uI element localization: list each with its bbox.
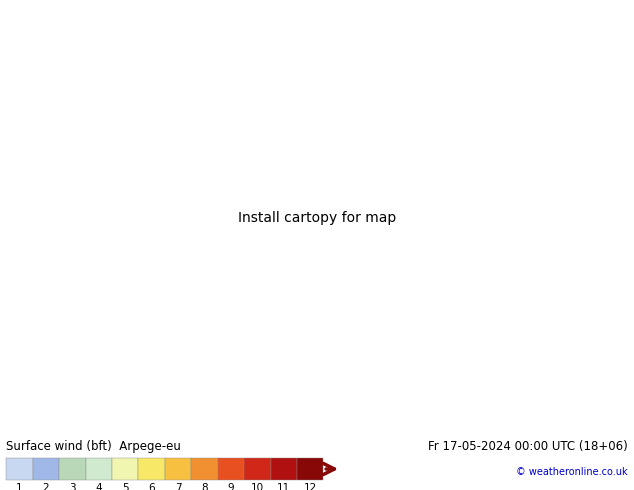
Bar bbox=[165, 458, 191, 480]
Text: Surface wind (bft)  Arpege-eu: Surface wind (bft) Arpege-eu bbox=[6, 441, 181, 453]
Text: 10: 10 bbox=[250, 483, 264, 490]
Bar bbox=[271, 458, 297, 480]
Text: 7: 7 bbox=[175, 483, 181, 490]
Bar bbox=[6, 458, 33, 480]
Bar bbox=[59, 458, 86, 480]
Text: 8: 8 bbox=[201, 483, 208, 490]
Bar bbox=[112, 458, 138, 480]
Bar bbox=[191, 458, 217, 480]
Text: 9: 9 bbox=[228, 483, 234, 490]
Bar bbox=[86, 458, 112, 480]
Bar bbox=[244, 458, 271, 480]
Text: © weatheronline.co.uk: © weatheronline.co.uk bbox=[516, 467, 628, 477]
Bar bbox=[297, 458, 323, 480]
Text: 12: 12 bbox=[304, 483, 317, 490]
Text: Fr 17-05-2024 00:00 UTC (18+06): Fr 17-05-2024 00:00 UTC (18+06) bbox=[428, 441, 628, 453]
Text: 6: 6 bbox=[148, 483, 155, 490]
Bar bbox=[138, 458, 165, 480]
Bar bbox=[217, 458, 244, 480]
Text: 1: 1 bbox=[16, 483, 23, 490]
Text: Install cartopy for map: Install cartopy for map bbox=[238, 211, 396, 225]
Text: 3: 3 bbox=[69, 483, 75, 490]
Text: 5: 5 bbox=[122, 483, 129, 490]
Text: 11: 11 bbox=[277, 483, 290, 490]
Bar bbox=[33, 458, 59, 480]
Text: 4: 4 bbox=[96, 483, 102, 490]
Text: 2: 2 bbox=[42, 483, 49, 490]
